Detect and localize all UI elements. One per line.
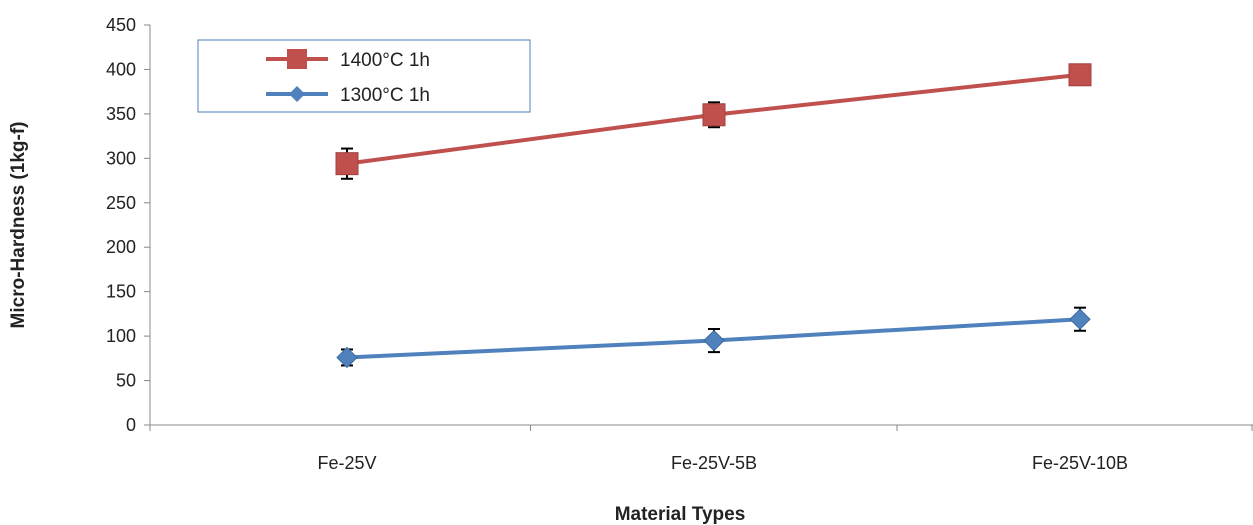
y-tick-label: 0 [126, 415, 136, 435]
y-axis: 0 50 100 150 200 250 300 350 400 450 [106, 15, 150, 435]
legend-box [197, 39, 531, 113]
legend-swatch-marker [289, 86, 305, 102]
y-tick-label: 300 [106, 148, 136, 168]
data-point [1069, 308, 1091, 330]
y-tick-label: 350 [106, 104, 136, 124]
x-axis: Fe-25V Fe-25V-5B Fe-25V-10B [149, 425, 1253, 473]
data-point [1068, 63, 1092, 87]
y-tick-label: 250 [106, 193, 136, 213]
legend: 1400°C 1h 1300°C 1h [197, 39, 531, 113]
legend-label: 1300°C 1h [340, 85, 430, 106]
y-tick-label: 100 [106, 326, 136, 346]
y-tick-label: 400 [106, 59, 136, 79]
legend-swatch-marker [287, 49, 307, 69]
y-tick-label: 450 [106, 15, 136, 35]
data-point [703, 329, 725, 352]
x-tick-label: Fe-25V [317, 453, 376, 473]
y-tick-label: 50 [116, 371, 136, 391]
data-point [702, 103, 726, 127]
y-tick-label: 150 [106, 282, 136, 302]
data-point [335, 152, 359, 176]
x-tick-label: Fe-25V-5B [671, 453, 757, 473]
y-tick-label: 200 [106, 237, 136, 257]
y-axis-title: Micro-Hardness (1kg-f) [8, 122, 29, 329]
x-axis-title: Material Types [615, 504, 746, 525]
legend-label: 1400°C 1h [340, 50, 430, 71]
x-tick-label: Fe-25V-10B [1032, 453, 1128, 473]
series-layer [335, 63, 1092, 369]
data-point [336, 346, 358, 369]
